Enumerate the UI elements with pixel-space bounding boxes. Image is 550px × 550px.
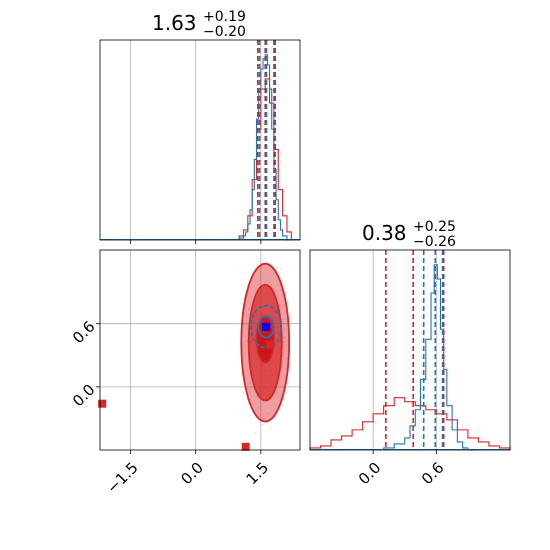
sample-point — [247, 290, 250, 293]
truth-marker-blue-0 — [262, 322, 271, 331]
title-param2-plus: +0.25 — [413, 219, 456, 235]
y-tick-label-1: 0.6 — [69, 317, 99, 347]
ticks-param1 — [130, 240, 262, 244]
sample-point — [280, 268, 283, 270]
sample-point — [242, 391, 245, 394]
panel-hist-param2: 0.38 +0.25 −0.26 0.0 0.6 — [309, 219, 511, 489]
sample-point — [261, 423, 264, 426]
blue-histogram-param1 — [100, 54, 300, 241]
title-param2-value: 0.38 — [362, 221, 407, 245]
x-tick-label-2: 1.5 — [243, 459, 273, 489]
x-tick-label-0: −1.5 — [103, 459, 141, 497]
sample-point — [282, 354, 284, 357]
quantile-lines-param1 — [257, 40, 277, 240]
title-param2-minus: −0.26 — [413, 234, 456, 250]
sample-point — [279, 309, 282, 311]
sample-point — [283, 336, 286, 338]
sample-point — [248, 308, 250, 311]
sample-point — [285, 344, 288, 347]
title-param1-minus: −0.20 — [203, 24, 246, 40]
blue-contours-2d — [249, 304, 283, 349]
sample-point — [284, 327, 287, 330]
red-histogram-param1 — [100, 78, 300, 241]
ticks-2d — [96, 323, 262, 454]
x-tick-label-0: 0.0 — [355, 459, 385, 489]
sample-point — [255, 432, 257, 435]
sample-point — [277, 284, 279, 286]
title-param1-plus: +0.19 — [203, 9, 246, 25]
red-histogram-line — [309, 397, 511, 450]
sample-point — [273, 393, 276, 395]
red-contours-2d — [240, 262, 291, 423]
sample-point — [266, 412, 269, 415]
sample-point — [245, 313, 247, 316]
truth-marker-red-3 — [266, 340, 275, 349]
ytick-labels-2d: 0.0 0.6 — [69, 317, 99, 410]
frame-2d — [99, 249, 301, 451]
red-histogram-param2 — [309, 397, 511, 451]
blue-contour-inner — [257, 315, 275, 339]
sample-point — [243, 352, 246, 355]
panel-hist-param1: 1.63 +0.19 −0.20 — [99, 9, 301, 244]
blue-histogram-line — [238, 54, 292, 241]
x-tick-label-1: 0.0 — [177, 459, 207, 489]
sample-point — [246, 340, 248, 343]
xtick-labels-param2: 0.0 0.6 — [355, 459, 448, 489]
blue-contour-outer — [249, 304, 283, 349]
frame-param1 — [99, 39, 301, 241]
quantile-lines-param2 — [384, 250, 445, 450]
sample-point — [249, 382, 252, 384]
blue-histogram-param2 — [310, 264, 510, 451]
sample-point — [279, 289, 282, 291]
ticks-param2 — [372, 450, 437, 454]
sample-point — [245, 377, 247, 379]
truth-markers-2d — [98, 322, 275, 451]
xtick-labels-2d: −1.5 0.0 1.5 — [103, 459, 272, 497]
sample-point — [263, 418, 266, 420]
panel-2d: −1.5 0.0 1.5 0.0 0.6 — [69, 249, 301, 497]
sample-point — [277, 392, 279, 395]
sample-point — [256, 406, 259, 409]
sample-point — [247, 327, 249, 329]
grid-param2 — [372, 250, 437, 450]
sample-point — [285, 357, 288, 360]
sample-point — [282, 306, 284, 309]
x-tick-label-1: 0.6 — [418, 459, 448, 489]
grid-param1 — [130, 40, 262, 240]
frame-param2 — [309, 249, 511, 451]
y-tick-label-0: 0.0 — [69, 381, 99, 411]
truth-marker-red-2 — [241, 442, 250, 451]
title-param1-value: 1.63 — [152, 11, 197, 35]
sample-point — [282, 304, 285, 306]
truth-marker-red-1 — [98, 399, 107, 408]
sample-point — [276, 266, 279, 269]
red-histogram-line — [238, 78, 292, 240]
sample-point — [269, 427, 272, 430]
blue-histogram-line — [383, 264, 479, 451]
